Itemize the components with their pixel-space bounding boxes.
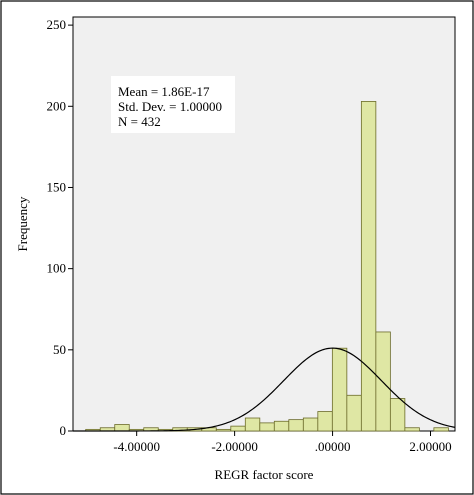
- stat-std-dev: Std. Dev. = 1.00000: [118, 99, 222, 114]
- stat-n: N = 432: [118, 114, 161, 129]
- histogram-bar: [433, 427, 449, 432]
- y-axis-label: Frequency: [15, 196, 30, 251]
- histogram-bar: [375, 331, 391, 432]
- histogram-bar: [259, 422, 275, 432]
- bars-group: [85, 101, 449, 432]
- histogram-bar: [230, 425, 246, 432]
- y-tick-label: 0: [60, 423, 67, 438]
- y-tick-label: 200: [47, 98, 67, 113]
- histogram-bar: [302, 417, 319, 432]
- y-tick-label: 250: [47, 17, 67, 32]
- stat-mean: Mean = 1.86E-17: [118, 84, 210, 99]
- histogram-bar: [215, 428, 232, 432]
- normal-curve: [73, 347, 456, 432]
- histogram-bar: [114, 424, 130, 432]
- histogram-bar: [244, 417, 261, 432]
- x-tick-label: .00000: [315, 439, 351, 454]
- y-tick-label: 150: [47, 179, 67, 194]
- histogram-bar: [360, 101, 377, 432]
- x-tick-label: 2.00000: [409, 439, 451, 454]
- y-tick-label: 100: [47, 261, 67, 276]
- histogram-bar: [317, 411, 333, 432]
- x-tick-label: -2.00000: [211, 439, 258, 454]
- histogram-bar: [273, 420, 290, 432]
- histogram-bar: [346, 394, 362, 432]
- x-axis-label: REGR factor score: [215, 467, 314, 482]
- x-axis: -4.00000 -2.00000 .00000 2.00000: [113, 431, 452, 454]
- x-tick-label: -4.00000: [113, 439, 160, 454]
- y-tick-label: 50: [53, 342, 66, 357]
- histogram-bar: [389, 398, 406, 432]
- histogram-bar: [404, 427, 420, 432]
- histogram-bar: [288, 419, 304, 432]
- stats-box: Mean = 1.86E-17 Std. Dev. = 1.00000 N = …: [111, 76, 235, 133]
- histogram-bar: [331, 347, 348, 432]
- stats-box-bg: [111, 76, 235, 133]
- y-axis: 0 50 100 150 200 250: [47, 17, 73, 438]
